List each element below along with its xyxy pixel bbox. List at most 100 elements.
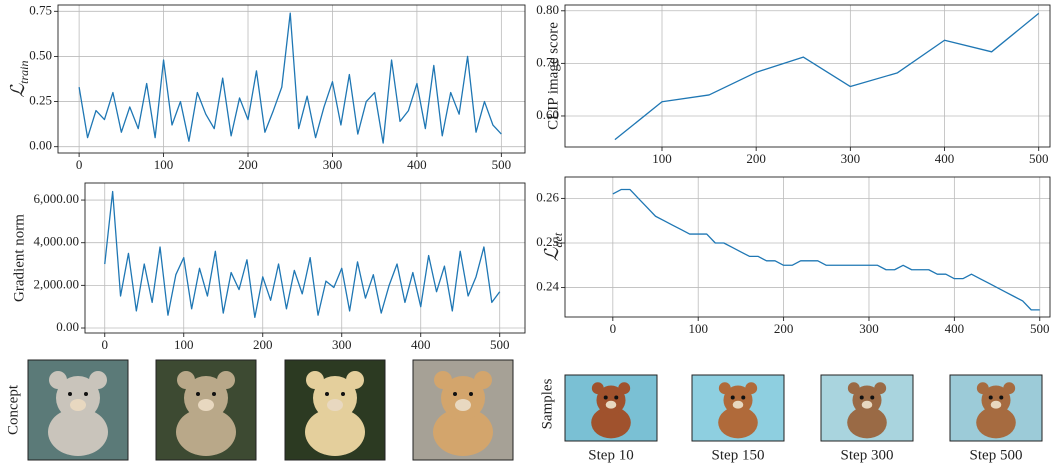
bear-body [847, 406, 887, 439]
x-tick-label: 100 [174, 337, 194, 352]
plot-frame [564, 4, 1051, 148]
bear-eye [469, 392, 473, 396]
bear-head [981, 385, 1011, 415]
bear-eye [730, 395, 735, 400]
y-tick-label: 0.80 [536, 2, 559, 17]
x-tick-label: 100 [688, 321, 708, 336]
x-tick-label: 300 [323, 157, 343, 172]
row-label: Concept [5, 384, 21, 435]
x-tick-label: 400 [411, 337, 431, 352]
x-tick-label: 500 [492, 157, 512, 172]
bear-head [56, 376, 100, 420]
row-label: Samples [539, 378, 555, 429]
x-tick-label: 200 [746, 151, 766, 166]
x-tick-label: 300 [859, 321, 879, 336]
x-tick-label: 0 [101, 337, 108, 352]
y-axis-label: ℒdet [542, 232, 564, 261]
data-line [104, 190, 501, 318]
sample-caption: Step 10 [588, 447, 633, 463]
x-tick-label: 300 [841, 151, 861, 166]
x-tick-label: 0 [76, 157, 83, 172]
plot-frame [84, 182, 526, 334]
bear-eye [196, 392, 200, 396]
bear-head [723, 385, 753, 415]
y-label-symbol: ℒ [542, 246, 563, 261]
bear-snout [861, 400, 873, 409]
bear-head [441, 376, 485, 420]
y-tick-label: 0.25 [536, 234, 559, 249]
data-line [78, 12, 502, 144]
y-tick-label: 4,000.00 [34, 234, 80, 249]
x-tick-label: 400 [945, 321, 965, 336]
y-tick-label: 0.00 [29, 138, 52, 153]
bear-snout [198, 399, 214, 411]
x-tick-label: 400 [935, 151, 955, 166]
sample-caption: Step 300 [841, 447, 894, 463]
bear-body [176, 408, 236, 456]
y-label-symbol: ℒ [8, 83, 29, 98]
y-tick-label: 0.26 [536, 189, 559, 204]
sample-caption: Step 500 [970, 447, 1023, 463]
x-tick-label: 200 [238, 157, 258, 172]
y-tick-label: 2,000.00 [34, 276, 80, 291]
bear-eye [870, 395, 875, 400]
bear-body [305, 408, 365, 456]
x-tick-label: 100 [652, 151, 672, 166]
bear-eye [84, 392, 88, 396]
plot-frame [57, 4, 526, 154]
bear-body [433, 408, 493, 456]
y-label-subscript: train [17, 60, 31, 83]
y-tick-label: 0.25 [29, 93, 52, 108]
y-label-subscript: det [551, 232, 565, 247]
bear-snout [605, 400, 617, 409]
plot-frame [564, 176, 1051, 318]
x-tick-label: 400 [407, 157, 427, 172]
bear-head [852, 385, 882, 415]
y-axis-label: Gradient norm [11, 214, 27, 302]
y-tick-label: 6,000.00 [34, 191, 80, 206]
bear-head [596, 385, 626, 415]
bear-eye [325, 392, 329, 396]
bear-body [591, 406, 631, 439]
bear-eye [453, 392, 457, 396]
bear-eye [988, 395, 993, 400]
x-tick-label: 200 [253, 337, 273, 352]
x-tick-label: 500 [490, 337, 510, 352]
sample-caption: Step 150 [712, 447, 765, 463]
x-tick-label: 200 [774, 321, 794, 336]
bear-snout [732, 400, 744, 409]
data-line [612, 188, 1040, 311]
bear-eye [68, 392, 72, 396]
y-tick-label: 0.60 [536, 107, 559, 122]
y-tick-label: 0.24 [536, 279, 559, 294]
x-tick-label: 100 [154, 157, 174, 172]
bear-eye [341, 392, 345, 396]
bear-eye [859, 395, 864, 400]
bear-body [718, 406, 758, 439]
bear-snout [70, 399, 86, 411]
y-tick-label: 0.50 [29, 47, 52, 62]
bear-eye [603, 395, 608, 400]
y-axis-label: ℒtrain [8, 60, 30, 97]
x-tick-label: 0 [610, 321, 617, 336]
bear-body [976, 406, 1016, 439]
bear-snout [327, 399, 343, 411]
y-tick-label: 0.70 [536, 54, 559, 69]
bear-eye [614, 395, 619, 400]
x-tick-label: 500 [1030, 321, 1050, 336]
bear-head [184, 376, 228, 420]
y-tick-label: 0.00 [56, 319, 79, 334]
bear-head [313, 376, 357, 420]
y-tick-label: 0.75 [29, 2, 52, 17]
bear-eye [999, 395, 1004, 400]
bear-snout [990, 400, 1002, 409]
data-line [614, 12, 1040, 141]
bear-eye [212, 392, 216, 396]
bear-eye [741, 395, 746, 400]
bear-snout [455, 399, 471, 411]
x-tick-label: 300 [332, 337, 352, 352]
bear-body [48, 408, 108, 456]
x-tick-label: 500 [1029, 151, 1049, 166]
y-axis-label: CLIP image score [545, 22, 561, 130]
